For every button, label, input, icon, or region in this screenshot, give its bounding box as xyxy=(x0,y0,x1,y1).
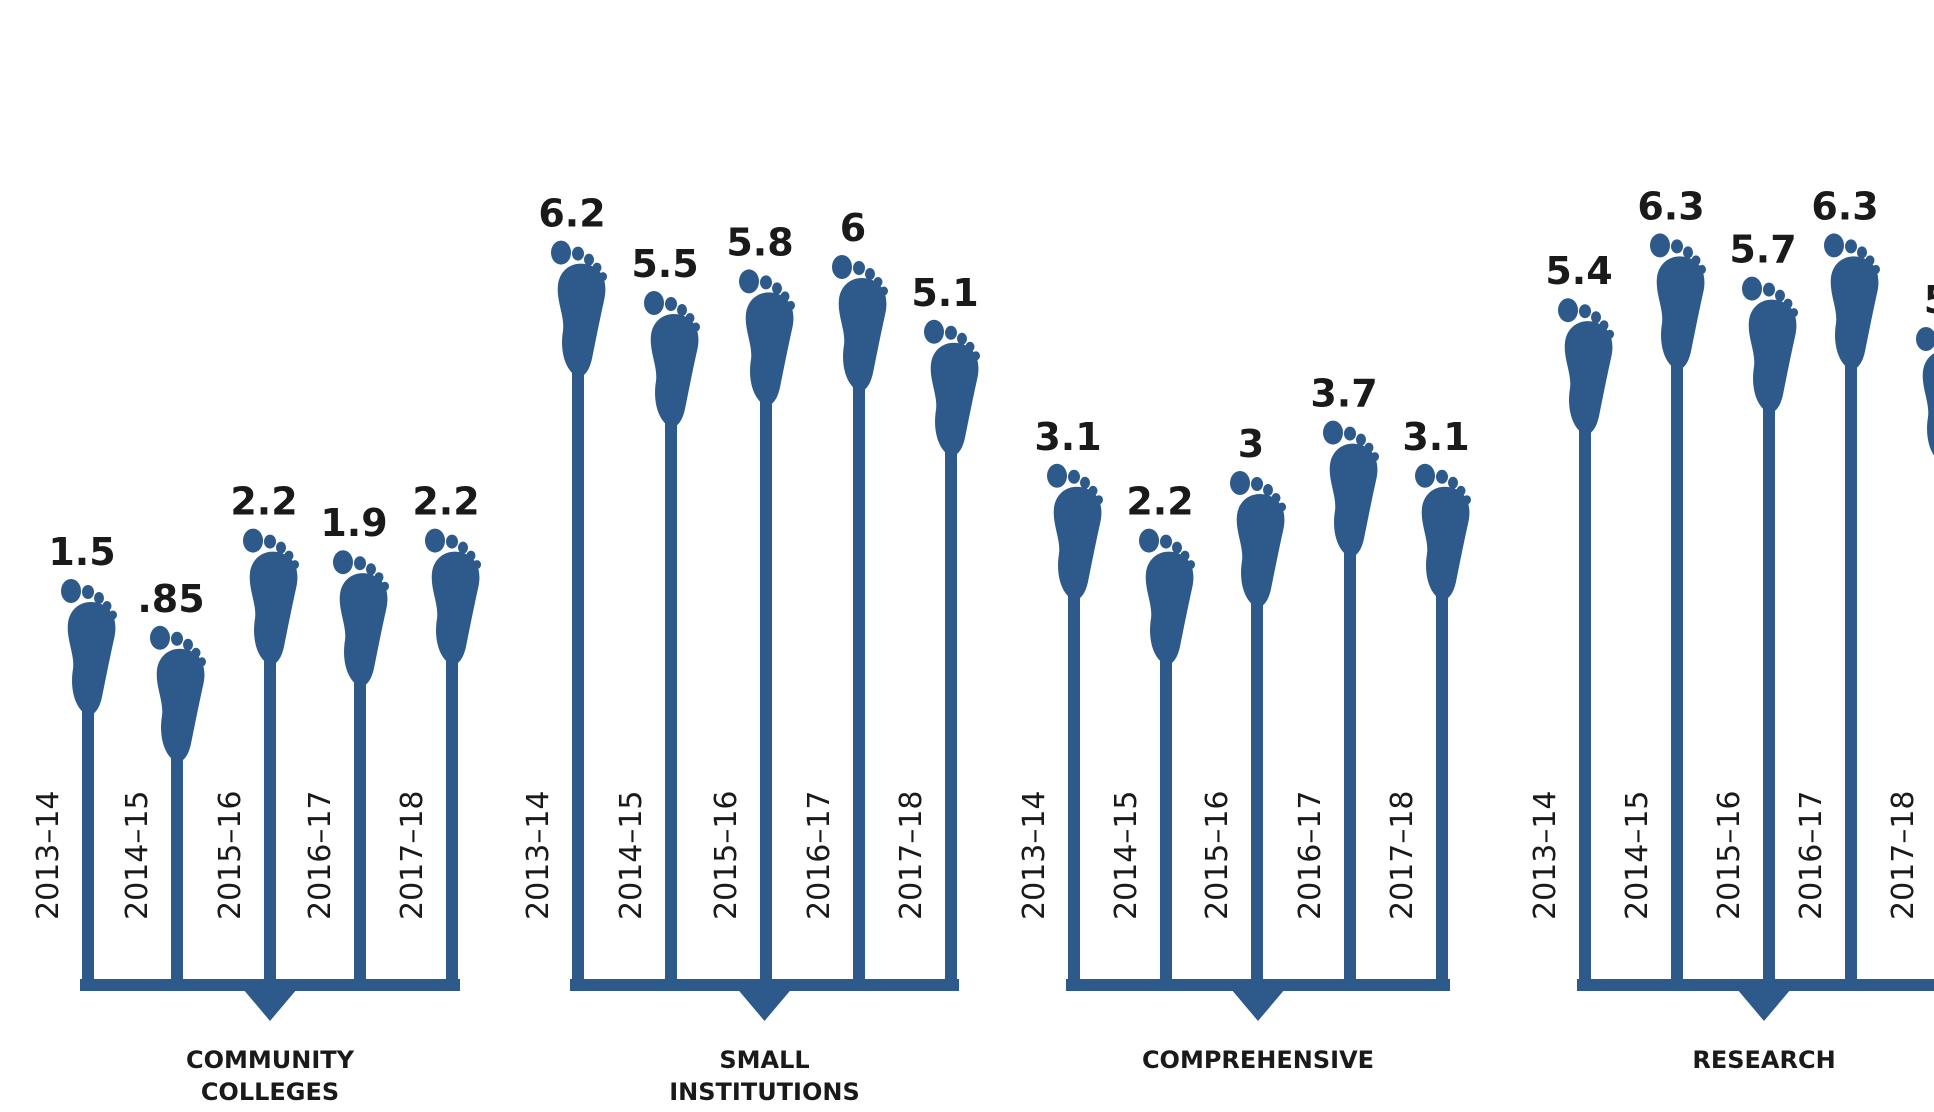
bar-stem xyxy=(1845,361,1857,985)
group-title: SMALL xyxy=(719,1046,809,1074)
data-label: 1.9 xyxy=(320,501,387,545)
footprint-icon xyxy=(1139,528,1195,665)
footprint-icon xyxy=(1415,463,1471,600)
group-title: RESEARCH xyxy=(1692,1046,1835,1074)
bar-stem xyxy=(171,753,183,985)
group-title: INSTITUTIONS xyxy=(669,1078,860,1106)
footprint-icon xyxy=(644,291,700,428)
bar-stem xyxy=(82,707,94,985)
data-label: 6.2 xyxy=(538,192,605,236)
data-label: 5.8 xyxy=(726,220,793,264)
category-label: 2013–14 xyxy=(1017,790,1052,920)
bar-stem xyxy=(1344,548,1356,985)
footprint-icon xyxy=(739,269,795,406)
footprint-icon xyxy=(551,240,607,377)
footprint-icon xyxy=(243,528,299,665)
data-label: 2.2 xyxy=(412,480,479,524)
bar-stem xyxy=(1160,656,1172,985)
footprint-icon xyxy=(1047,463,1103,600)
category-label: 2017–18 xyxy=(1385,790,1420,920)
bar-stem xyxy=(760,397,772,985)
bar-stem xyxy=(264,656,276,985)
data-label: 3.1 xyxy=(1402,415,1469,459)
footprint-icon xyxy=(1824,233,1880,370)
bar-stem xyxy=(853,383,865,985)
bar-stem xyxy=(1763,404,1775,986)
data-label: 5.1 xyxy=(911,271,978,315)
data-label: 2.2 xyxy=(1126,480,1193,524)
group-arrow xyxy=(737,989,792,1021)
category-label: 2013–14 xyxy=(31,790,66,920)
data-label: 2.2 xyxy=(230,480,297,524)
bar-stem xyxy=(1436,591,1448,985)
footprint-icon xyxy=(1230,471,1286,608)
category-label: 2016–17 xyxy=(1293,790,1328,920)
category-label: 2016–17 xyxy=(303,790,338,920)
footprint-icon xyxy=(832,255,888,392)
bar-stem xyxy=(446,656,458,985)
data-label: 5.5 xyxy=(631,242,698,286)
category-label: 2016–17 xyxy=(802,790,837,920)
data-label: 6 xyxy=(840,206,866,250)
category-label: 2015–16 xyxy=(213,790,248,920)
category-label: 2017–18 xyxy=(1886,790,1921,920)
bar-stem xyxy=(665,419,677,985)
data-label: 6.3 xyxy=(1637,184,1704,228)
footprint-icon xyxy=(1650,233,1706,370)
data-label: 5.7 xyxy=(1729,228,1796,272)
data-label: 5.4 xyxy=(1545,249,1612,293)
category-label: 2013–14 xyxy=(521,790,556,920)
footprint-icon xyxy=(61,579,117,716)
footprint-icon xyxy=(924,319,980,456)
data-label: 3.1 xyxy=(1034,415,1101,459)
data-label: 1.5 xyxy=(48,530,115,574)
footprint-icon xyxy=(1742,276,1798,413)
bar-stem xyxy=(572,368,584,986)
data-label: 5 xyxy=(1924,278,1934,322)
bar-stem xyxy=(1671,361,1683,985)
footprint-icon xyxy=(150,625,206,762)
category-label: 2014–15 xyxy=(1109,790,1144,920)
category-label: 2014–15 xyxy=(1620,790,1655,920)
bar-stem xyxy=(1579,426,1591,985)
footprint-icon xyxy=(1916,327,1934,456)
group-title: COMMUNITY xyxy=(186,1046,355,1074)
data-label: 3 xyxy=(1238,422,1264,466)
category-label: 2014–15 xyxy=(614,790,649,920)
group-title: COLLEGES xyxy=(201,1078,339,1106)
group-arrow xyxy=(243,989,297,1021)
bar-stem xyxy=(1251,599,1263,985)
group-arrow xyxy=(1231,989,1285,1021)
footprint-icon xyxy=(1323,420,1379,557)
data-label: 3.7 xyxy=(1310,372,1377,416)
category-label: 2015–16 xyxy=(1200,790,1235,920)
category-label: 2017–18 xyxy=(395,790,430,920)
category-label: 2015–16 xyxy=(1712,790,1747,920)
category-label: 2013–14 xyxy=(1528,790,1563,920)
bar-stem xyxy=(354,678,366,985)
category-label: 2016–17 xyxy=(1794,790,1829,920)
footprint-icon xyxy=(425,528,481,665)
data-label: 6.3 xyxy=(1811,184,1878,228)
data-label: .85 xyxy=(137,577,204,621)
category-label: 2017–18 xyxy=(894,790,929,920)
footprint-icon xyxy=(333,550,389,687)
group-arrow xyxy=(1737,989,1791,1021)
footprint-icon xyxy=(1558,298,1614,435)
group-title: COMPREHENSIVE xyxy=(1142,1046,1374,1074)
category-label: 2014–15 xyxy=(120,790,155,920)
bar-stem xyxy=(1068,591,1080,985)
group-base-bar xyxy=(1577,979,1934,991)
bar-stem xyxy=(945,447,957,985)
category-label: 2015–16 xyxy=(709,790,744,920)
